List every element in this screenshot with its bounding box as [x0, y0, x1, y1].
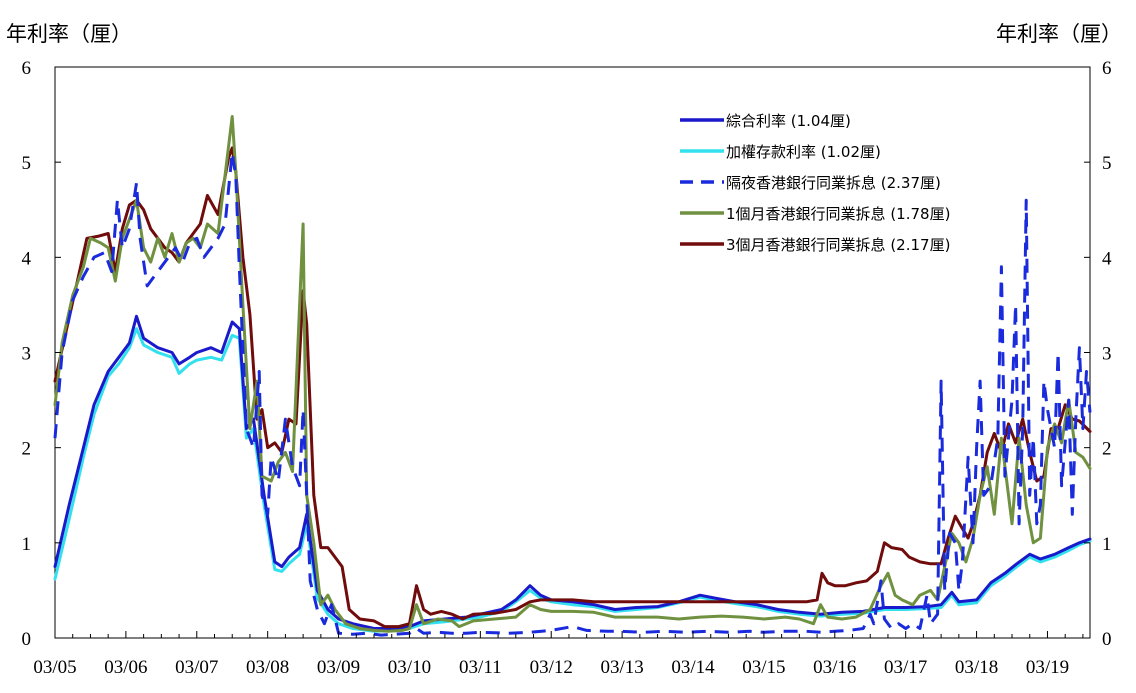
- x-tick-label: 03/12: [530, 657, 573, 678]
- y-axis-title-right: 年利率（厘）: [996, 22, 1122, 46]
- x-tick-label: 03/05: [33, 657, 76, 678]
- y-tick-label-right: 0: [1102, 629, 1112, 650]
- series-line-2: [53, 151, 1092, 637]
- plot-area: [54, 66, 1091, 639]
- y-tick-label-right: 5: [1102, 153, 1112, 174]
- y-tick-label-left: 0: [22, 629, 32, 650]
- y-tick-label-left: 3: [22, 344, 32, 365]
- y-tick-label-right: 2: [1102, 439, 1112, 460]
- x-tick-label: 03/14: [671, 657, 715, 678]
- y-tick-label-right: 1: [1102, 534, 1112, 555]
- series-lines: [53, 115, 1092, 637]
- series-line-1: [53, 327, 1092, 633]
- x-tick-label: 03/13: [600, 657, 643, 678]
- x-tick-label: 03/19: [1026, 657, 1069, 678]
- x-tick-label: 03/07: [175, 657, 218, 678]
- legend: 綜合利率 (1.04厘) 加權存款利率 (1.02厘) 隔夜香港銀行同業拆息 (2.…: [680, 112, 950, 254]
- y-tick-label-left: 6: [22, 58, 32, 79]
- x-tick-label: 03/11: [459, 657, 502, 678]
- legend-label-0: 綜合利率 (1.04厘): [726, 112, 851, 130]
- y-tick-label-right: 3: [1102, 344, 1112, 365]
- x-tick-label: 03/08: [246, 657, 289, 678]
- plot-border: [54, 66, 1091, 639]
- y-tick-label-left: 5: [22, 153, 32, 174]
- legend-label-3: 1個月香港銀行同業拆息 (1.78厘): [726, 205, 950, 223]
- x-tick-label: 03/10: [388, 657, 431, 678]
- legend-label-4: 3個月香港銀行同業拆息 (2.17厘): [726, 236, 950, 254]
- x-tick-label: 03/18: [955, 657, 998, 678]
- x-tick-label: 03/17: [884, 657, 927, 678]
- y-tick-label-right: 6: [1102, 58, 1112, 79]
- x-tick-label: 03/15: [742, 657, 785, 678]
- y-tick-label-right: 4: [1102, 248, 1112, 269]
- series-line-3: [53, 115, 1092, 633]
- legend-label-2: 隔夜香港銀行同業拆息 (2.37厘): [726, 174, 941, 192]
- series-line-0: [53, 314, 1092, 630]
- axis-ticks: 0 0 1 1 2 2 3 3 4 4 5 5 6 6 03/05 03/06 03/07 03/08 03/09 0…: [22, 58, 1113, 678]
- y-tick-label-left: 1: [22, 534, 32, 555]
- y-tick-label-left: 2: [22, 439, 32, 460]
- x-tick-label: 03/09: [317, 657, 360, 678]
- legend-label-1: 加權存款利率 (1.02厘): [726, 143, 881, 161]
- x-tick-label: 03/06: [104, 657, 147, 678]
- x-tick-label: 03/16: [813, 657, 856, 678]
- y-axis-title-left: 年利率（厘）: [6, 22, 132, 46]
- y-tick-label-left: 4: [22, 248, 32, 269]
